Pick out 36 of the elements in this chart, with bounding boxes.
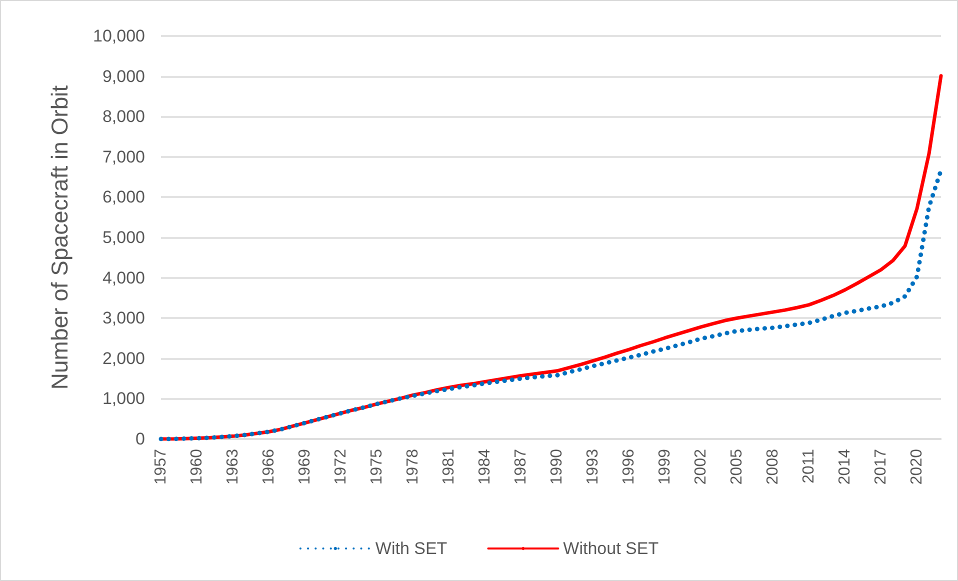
y-tick-label: 1,000 — [102, 389, 145, 408]
x-tick-label: 1957 — [152, 448, 170, 485]
y-tick-label: 7,000 — [102, 147, 145, 166]
y-tick-label: 9,000 — [102, 66, 145, 86]
y-tick-label: 0 — [136, 430, 145, 448]
y-tick-label: 8,000 — [102, 107, 145, 126]
x-tick-label: 1981 — [440, 448, 458, 485]
x-tick-label: 1987 — [512, 448, 530, 485]
x-tick-label: 1960 — [188, 448, 206, 485]
x-tick-label: 1984 — [476, 448, 494, 485]
y-tick-label: 3,000 — [102, 308, 145, 328]
legend-label: Without SET — [563, 539, 659, 558]
x-tick-label: 2005 — [728, 448, 746, 485]
x-tick-label: 1996 — [620, 448, 638, 485]
x-tick-label: 2020 — [908, 448, 926, 485]
y-axis-title: Number of Spacecraft in Orbit — [46, 84, 72, 390]
y-tick-label: 2,000 — [102, 348, 145, 368]
y-tick-label: 10,000 — [93, 26, 145, 46]
x-tick-label: 1993 — [584, 448, 602, 485]
x-tick-label: 2014 — [836, 448, 854, 485]
x-tick-label: 1999 — [656, 448, 674, 485]
y-tick-label: 5,000 — [102, 228, 145, 247]
x-tick-label: 1963 — [224, 448, 242, 485]
x-tick-label: 1966 — [260, 448, 278, 485]
y-tick-label: 4,000 — [102, 268, 145, 288]
x-tick-label: 1990 — [548, 448, 566, 485]
x-tick-label: 1975 — [368, 448, 386, 485]
legend-label: With SET — [375, 539, 448, 558]
x-tick-label: 2011 — [800, 448, 818, 484]
x-tick-label: 1978 — [404, 448, 422, 485]
x-tick-label: 2002 — [692, 448, 710, 485]
x-tick-label: 2017 — [872, 448, 890, 485]
x-tick-label: 1969 — [296, 448, 314, 485]
y-tick-label: 6,000 — [102, 188, 145, 207]
x-tick-label: 1972 — [332, 448, 350, 485]
x-tick-label: 2008 — [764, 448, 782, 485]
